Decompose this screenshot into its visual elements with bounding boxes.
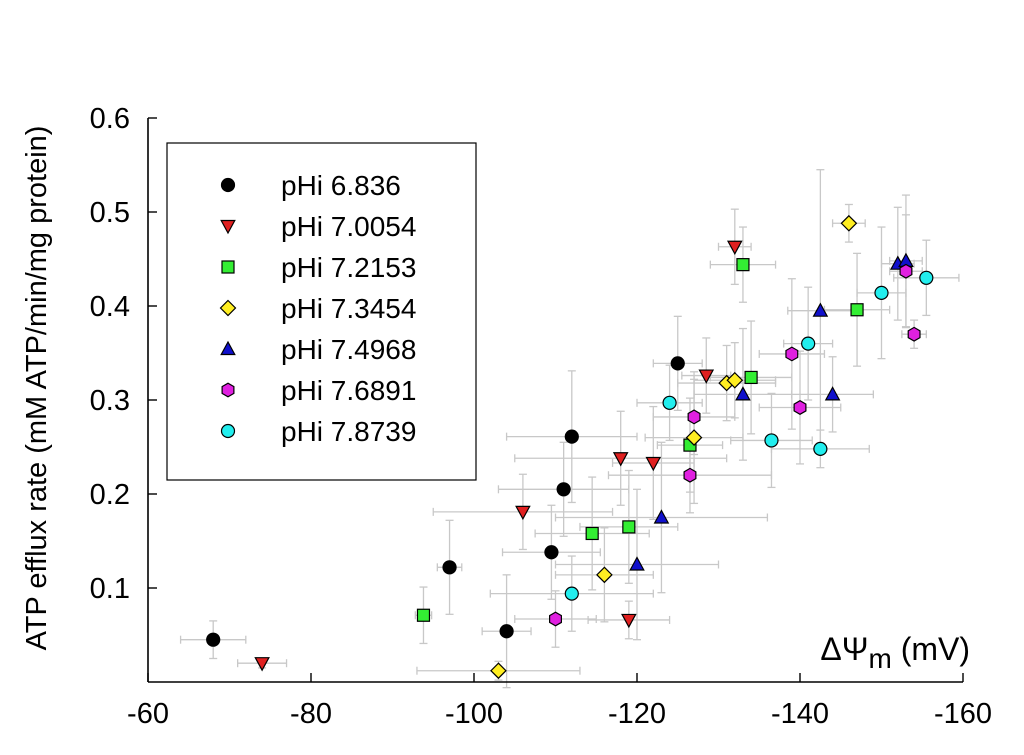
data-point	[416, 608, 431, 622]
data-point	[653, 509, 670, 524]
legend-label: pHi 7.0054	[281, 211, 416, 242]
legend-marker	[221, 382, 235, 398]
data-point	[840, 214, 858, 232]
data-point	[919, 270, 934, 285]
y-tick-label: 0.3	[90, 385, 130, 417]
data-point	[874, 285, 889, 300]
ticks-layer: -60 -80 -100 -120 -140 -160 0.1 0.2 0.3 0.4 0.5 0.6	[90, 103, 992, 730]
data-point	[785, 346, 799, 362]
data-point	[490, 662, 507, 680]
x-axis-label-subscript: m	[868, 643, 891, 674]
x-tick-label: -80	[290, 698, 332, 730]
legend-marker	[220, 219, 236, 235]
data-point	[544, 545, 559, 560]
data-point	[907, 326, 921, 342]
x-tick-label: -60	[127, 698, 169, 730]
data-point	[622, 520, 636, 534]
y-tick-label: 0.2	[90, 479, 130, 511]
data-point	[662, 395, 677, 410]
data-point	[612, 452, 629, 467]
legend-label: pHi 7.8739	[281, 416, 416, 447]
data-point	[735, 386, 751, 401]
data-point	[442, 560, 457, 575]
legend-marker	[219, 299, 237, 317]
legend-item: pHi 7.3454	[219, 293, 416, 324]
data-point	[621, 613, 637, 629]
x-axis-label-main: ΔΨ	[820, 631, 868, 667]
legend-label: pHi 6.836	[281, 170, 401, 201]
data-point	[793, 400, 807, 416]
legend-marker	[220, 423, 236, 439]
data-point	[564, 586, 579, 601]
data-point	[206, 632, 221, 647]
data-point	[812, 302, 829, 317]
data-point	[824, 386, 841, 401]
x-tick-label: -160	[934, 698, 992, 730]
legend-item: pHi 7.8739	[220, 416, 416, 447]
data-point	[556, 482, 571, 497]
data-point	[726, 240, 743, 256]
legend-marker	[221, 260, 235, 274]
data-point	[549, 611, 562, 627]
data-point	[683, 467, 697, 483]
data-point	[596, 566, 613, 584]
data-point	[564, 429, 579, 444]
data-point	[850, 303, 864, 317]
legend-label: pHi 7.2153	[281, 252, 416, 283]
data-point	[629, 556, 645, 571]
x-axis-label-unit: (mV)	[892, 631, 970, 667]
data-point	[744, 370, 758, 385]
data-point	[813, 441, 828, 456]
legend-marker	[220, 177, 236, 193]
data-point	[687, 409, 701, 425]
legend-box	[166, 142, 477, 481]
legend-item: pHi 7.4968	[220, 334, 416, 365]
y-tick-label: 0.5	[90, 197, 130, 229]
data-point	[670, 356, 685, 371]
data-point	[645, 456, 662, 472]
data-point	[254, 657, 270, 672]
y-axis-label: ATP efflux rate (mM ATP/min/mg protein)	[21, 126, 53, 651]
y-tick-label: 0.1	[90, 573, 130, 605]
data-point	[764, 433, 779, 448]
legend-item: pHi 7.2153	[221, 252, 416, 283]
legend-item: pHi 7.6891	[221, 375, 416, 406]
x-tick-label: -120	[608, 698, 666, 730]
legend-label: pHi 7.6891	[281, 375, 416, 406]
data-point	[801, 336, 816, 351]
legend: pHi 6.836 pHi 7.0054 pHi 7.2153 pHi 7.3454 p…	[166, 142, 477, 481]
x-tick-label: -140	[771, 698, 829, 730]
markers-layer	[206, 214, 934, 680]
legend-item: pHi 7.0054	[220, 211, 416, 242]
legend-marker	[220, 340, 236, 356]
legend-label: pHi 7.3454	[281, 293, 416, 324]
legend-label: pHi 7.4968	[281, 334, 416, 365]
legend-item: pHi 6.836	[220, 170, 401, 201]
x-tick-label: -100	[445, 698, 503, 730]
data-point	[585, 526, 599, 541]
data-point	[515, 505, 531, 521]
data-point	[899, 263, 913, 279]
data-point	[685, 429, 703, 446]
y-tick-label: 0.6	[90, 103, 130, 135]
y-tick-label: 0.4	[90, 291, 130, 323]
data-point	[499, 624, 514, 639]
data-point	[726, 371, 744, 389]
x-axis-label: ΔΨm (mV)	[820, 631, 970, 674]
data-point	[736, 258, 750, 272]
data-point	[698, 369, 715, 384]
